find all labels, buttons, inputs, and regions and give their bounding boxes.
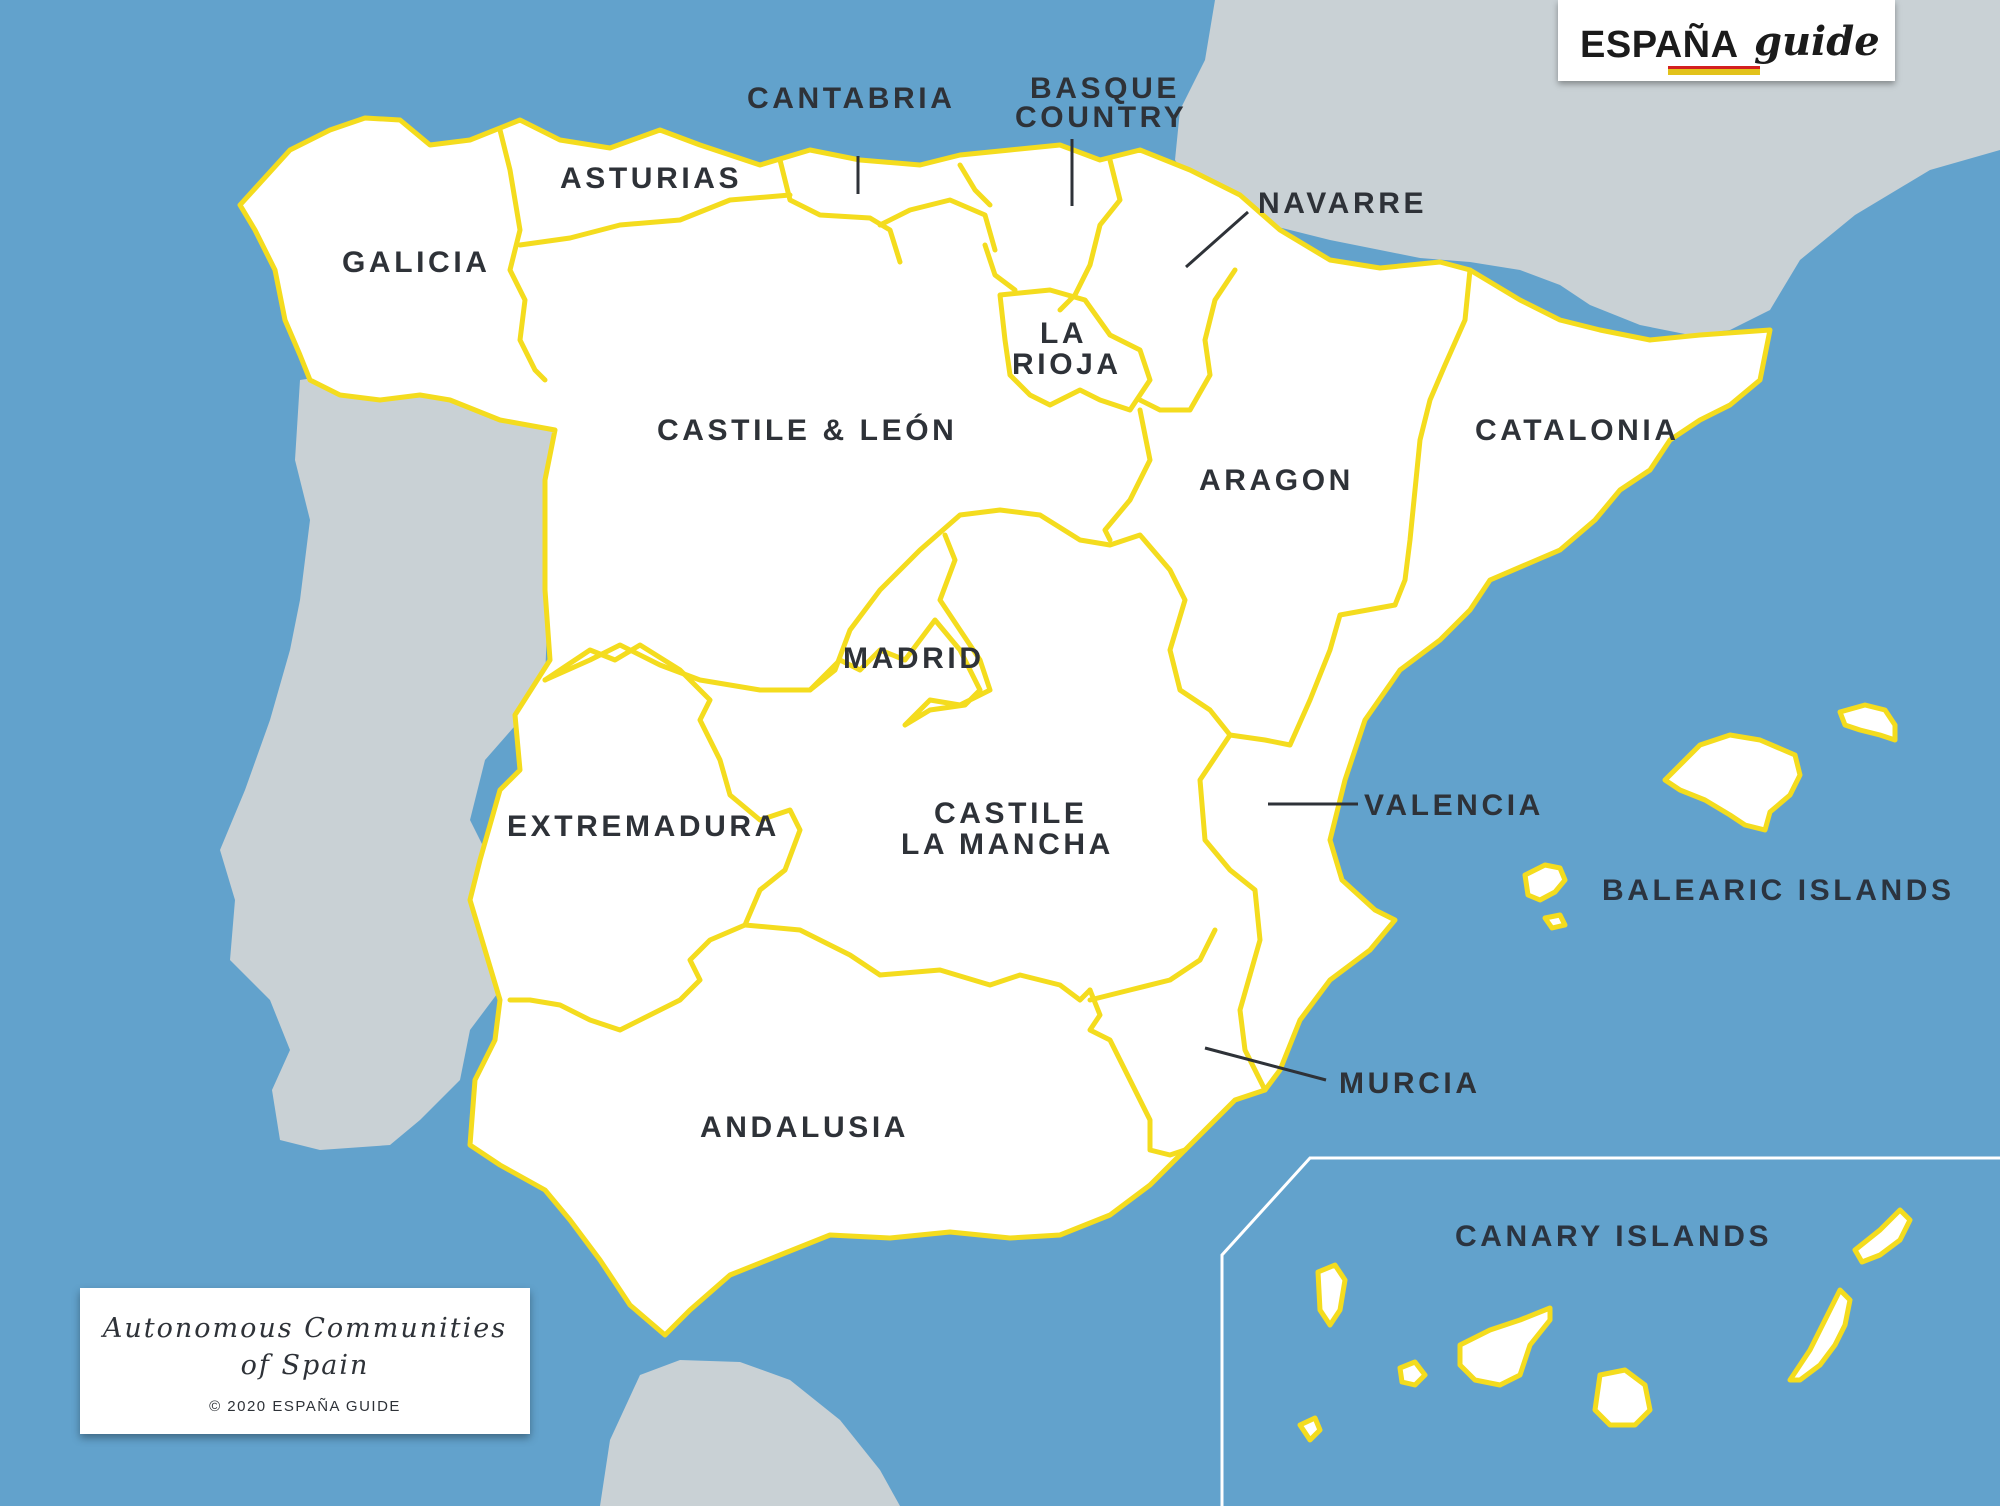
border-asturias-cantabria — [777, 157, 903, 265]
border-madrid — [807, 532, 993, 728]
title-card: Autonomous Communities of Spain © 2020 E… — [80, 1288, 530, 1434]
border-basque-castile — [982, 242, 1018, 293]
label-balearic: BALEARIC ISLANDS — [1602, 874, 1955, 907]
border-aragon-catalonia — [1392, 267, 1473, 608]
border-clm-andalusia — [742, 922, 1093, 1003]
murcia-leader — [1204, 1046, 1327, 1082]
label-basque-2: COUNTRY — [1015, 101, 1187, 134]
label-andalusia: ANDALUSIA — [700, 1111, 909, 1144]
label-basque-1: BASQUE — [1030, 72, 1180, 105]
formentera — [1542, 912, 1568, 931]
label-asturias: ASTURIAS — [560, 162, 742, 195]
france-land — [1175, 0, 2000, 335]
copyright-text: © 2020 ESPAÑA GUIDE — [209, 1398, 401, 1415]
border-murcia — [1087, 987, 1188, 1158]
tenerife — [1457, 1305, 1553, 1388]
fuerteventura — [1787, 1287, 1853, 1383]
label-madrid: MADRID — [843, 642, 985, 675]
label-canary: CANARY ISLANDS — [1455, 1220, 1772, 1253]
border-asturias-castile — [517, 192, 793, 248]
label-castile-leon: CASTILE & LEÓN — [657, 413, 957, 447]
el-hierro — [1297, 1415, 1323, 1443]
border-navarre-aragon — [1137, 267, 1238, 413]
border-aragon-valencia — [1227, 602, 1398, 748]
border-larioja — [997, 287, 1153, 413]
border-murcia-valencia — [1237, 972, 1268, 1093]
gran-canaria — [1592, 1367, 1653, 1428]
portugal-land — [220, 368, 620, 1150]
map-title-line2: of Spain — [240, 1350, 370, 1381]
border-castile-aragon — [1102, 407, 1153, 543]
border-extremadura — [507, 642, 803, 1033]
border-cantabria-castile — [877, 197, 998, 253]
border-murcia-north — [1087, 927, 1218, 1003]
logo-flag-bar — [1668, 66, 1760, 75]
ibiza — [1522, 862, 1568, 903]
label-extremadura: EXTREMADURA — [507, 810, 780, 843]
label-galicia: GALICIA — [342, 246, 491, 279]
border-cantabria-basque — [957, 162, 993, 208]
la-palma — [1315, 1262, 1348, 1328]
label-murcia: MURCIA — [1339, 1067, 1481, 1100]
label-aragon: ARAGON — [1199, 464, 1354, 497]
label-catalonia: CATALONIA — [1475, 414, 1680, 447]
region-borders — [497, 127, 1473, 1158]
logo-script: guide — [1754, 18, 1880, 65]
mallorca — [1662, 732, 1803, 833]
label-larioja-1: LA — [1040, 317, 1087, 350]
label-larioja-2: RIOJA — [1012, 348, 1122, 381]
border-clm-valencia — [1197, 732, 1263, 978]
border-galicia-asturias — [497, 127, 548, 383]
label-navarre: NAVARRE — [1258, 187, 1427, 220]
label-clm-2: LA MANCHA — [901, 828, 1114, 861]
map-title-line1: Autonomous Communities — [102, 1313, 508, 1344]
canary-inset-frame — [1220, 1156, 2000, 1506]
label-cantabria: CANTABRIA — [747, 82, 956, 115]
label-valencia: VALENCIA — [1364, 789, 1544, 822]
navarre-leader — [1185, 210, 1249, 269]
africa-land — [600, 1360, 900, 1506]
menorca — [1837, 702, 1898, 743]
logo-wordmark: ESPAÑA — [1580, 24, 1739, 66]
la-gomera — [1397, 1359, 1428, 1388]
label-clm-1: CASTILE — [934, 797, 1088, 830]
espana-guide-logo: ESPAÑA guide — [1558, 0, 1895, 81]
lanzarote — [1852, 1207, 1913, 1265]
